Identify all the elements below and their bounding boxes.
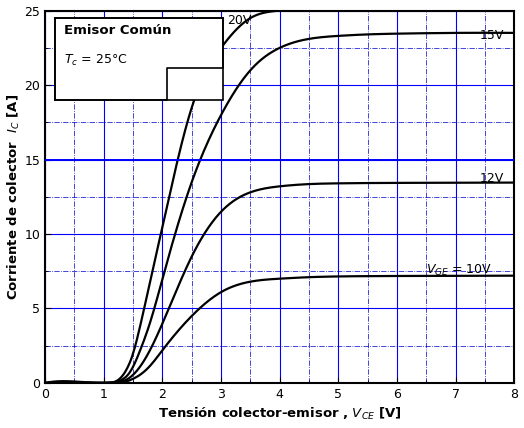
- Text: $T_c$ = 25°C: $T_c$ = 25°C: [64, 54, 127, 68]
- X-axis label: Tensión colector-emisor , $V_{CE}$ [V]: Tensión colector-emisor , $V_{CE}$ [V]: [158, 406, 401, 422]
- Text: 12V: 12V: [479, 172, 504, 185]
- Text: 20V: 20V: [227, 15, 252, 27]
- FancyBboxPatch shape: [54, 18, 224, 100]
- Text: 15V: 15V: [479, 30, 504, 42]
- Text: Emisor Común: Emisor Común: [64, 24, 171, 36]
- Text: $V_{GE}$ = 10V: $V_{GE}$ = 10V: [427, 263, 493, 278]
- Y-axis label: Corriente de colector  $I_C$ [A]: Corriente de colector $I_C$ [A]: [6, 94, 21, 300]
